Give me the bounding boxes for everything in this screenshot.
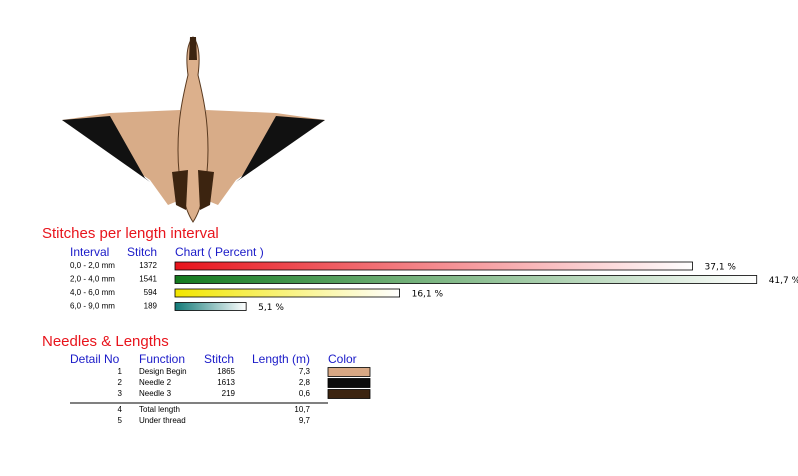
function: Needle 3 [139,389,172,398]
column-header: Detail No [70,352,120,366]
length: 0,6 [299,389,311,398]
detail-no: 5 [118,416,123,425]
function: Total length [139,405,180,414]
design-preview [62,36,325,223]
length: 10,7 [294,405,310,414]
length: 9,7 [299,416,311,425]
percent-label: 41,7 % [769,276,798,286]
section-title: Stitches per length interval [42,225,219,242]
interval: 6,0 - 9,0 mm [70,302,115,311]
color-swatch [327,367,371,377]
column-header: Color [328,352,357,366]
stitch-count: 219 [222,389,236,398]
stitch-count: 1613 [217,378,235,387]
function: Under thread [139,416,186,425]
color-swatch [327,389,371,399]
detail-no: 4 [118,405,123,414]
percent-bar [174,275,758,284]
function: Design Begin [139,367,187,376]
color-swatch [327,378,371,388]
stitch-count: 1372 [139,261,157,270]
detail-no: 1 [118,367,123,376]
percent-bar [174,288,400,298]
column-header: Interval [70,245,109,259]
column-header: Stitch [204,352,234,366]
percent-bar [174,261,693,271]
column-header: Function [139,352,185,366]
percent-label: 5,1 % [258,303,284,313]
stitch-count: 189 [144,302,158,311]
stitch-count: 1541 [139,275,157,284]
percent-label: 16,1 % [412,290,444,300]
column-header: Stitch [127,245,157,259]
percent-label: 37,1 % [705,263,737,273]
interval: 4,0 - 6,0 mm [70,288,115,297]
stitch-count: 1865 [217,367,235,376]
detail-no: 3 [118,389,123,398]
length: 2,8 [299,378,311,387]
detail-no: 2 [118,378,123,387]
column-header: Chart ( Percent ) [175,245,264,259]
interval: 0,0 - 2,0 mm [70,261,115,270]
section-title: Needles & Lengths [42,333,169,350]
interval: 2,0 - 4,0 mm [70,275,115,284]
length: 7,3 [299,367,311,376]
percent-bar [174,302,247,311]
stitch-count: 594 [144,288,158,297]
function: Needle 2 [139,378,172,387]
column-header: Length (m) [252,352,310,366]
